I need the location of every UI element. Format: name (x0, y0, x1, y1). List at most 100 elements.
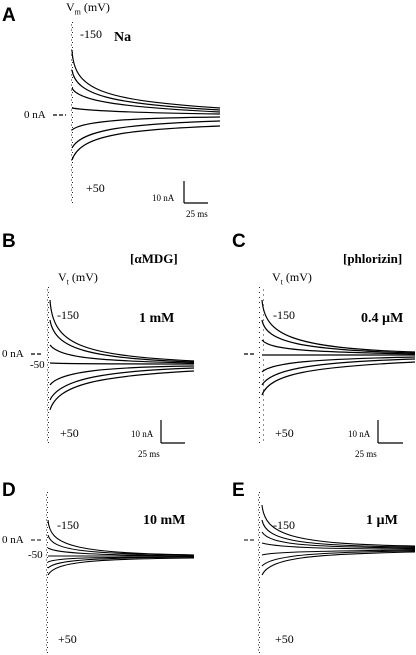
scale-time-b: 25 ms (138, 449, 160, 459)
transient-dot (47, 429, 48, 431)
transient-dot (259, 312, 260, 313)
transient-dot (259, 302, 260, 303)
transient-dot (48, 397, 49, 398)
transient-dot (263, 299, 264, 301)
trace-a-6 (71, 120, 221, 149)
concentration-c: 0.4 µM (361, 311, 404, 326)
transient-dot (258, 519, 259, 521)
transient-dot (258, 649, 259, 651)
transient-dot (47, 602, 48, 603)
transient-dot (259, 397, 260, 398)
transient-dot (46, 564, 47, 566)
transient-dot (259, 317, 260, 318)
transient-dot (47, 562, 48, 563)
compound-label-c: [phlorizin] (343, 251, 403, 266)
transient-dot (263, 329, 264, 331)
transient-dot (72, 187, 73, 188)
transient-dot (263, 374, 264, 376)
axis-label-vm: Vm (mV) (66, 1, 110, 16)
transient-dot (259, 507, 260, 508)
voltage-bottom-e: +50 (275, 632, 294, 646)
transient-dot (71, 159, 72, 161)
transient-dot (72, 117, 73, 118)
transient-dot (47, 492, 48, 493)
trace-b-6 (49, 367, 195, 401)
voltage-bottom-c: +50 (275, 426, 294, 440)
transient-dot (47, 507, 48, 508)
axis-label-vt-b-sub: t (66, 277, 69, 287)
transient-dot (72, 122, 73, 123)
transient-dot (46, 574, 47, 576)
transient-dot (259, 427, 260, 428)
transient-dot (71, 44, 72, 46)
transient-dot (258, 524, 259, 526)
axis-label-vm-sub: m (74, 7, 81, 17)
transient-dot (263, 394, 264, 396)
transient-dot (258, 629, 259, 631)
transient-dot (259, 532, 260, 533)
transient-dot (46, 559, 47, 561)
transient-dot (47, 537, 48, 538)
transient-dot (46, 504, 47, 506)
transient-dot (72, 202, 73, 203)
transient-dot (258, 559, 259, 561)
transient-dot (258, 569, 259, 571)
trace-e-5 (261, 549, 416, 556)
transient-dot (46, 624, 47, 626)
transient-dot (47, 607, 48, 608)
transient-dot (47, 572, 48, 573)
transient-dot (72, 87, 73, 88)
transient-dot (47, 577, 48, 578)
transient-dot (72, 62, 73, 63)
transient-dot (263, 349, 264, 351)
transient-dot (48, 377, 49, 378)
transient-dot (47, 369, 48, 371)
transient-dot (72, 152, 73, 153)
transient-dot (72, 197, 73, 198)
transient-dot (47, 424, 48, 426)
transient-dot (47, 567, 48, 568)
trace-e-1 (261, 504, 416, 547)
transient-dot (48, 417, 49, 418)
transient-dot (46, 569, 47, 571)
transient-dot (71, 119, 72, 121)
transient-dot (263, 414, 264, 416)
transient-dot (259, 562, 260, 563)
transient-dot (71, 139, 72, 141)
transient-dot (259, 492, 260, 493)
transient-dot (263, 409, 264, 411)
axis-label-vt-b-main: V (58, 270, 67, 284)
transient-dot (259, 287, 260, 288)
transient-dot (71, 134, 72, 136)
transient-dot (258, 599, 259, 601)
transient-dot (48, 362, 49, 363)
transient-dot (263, 319, 264, 321)
transient-dot (71, 29, 72, 31)
transient-dot (258, 499, 259, 501)
transient-dot (47, 517, 48, 518)
transient-dot (47, 374, 48, 376)
transient-dot (48, 372, 49, 373)
transient-dot (47, 522, 48, 523)
transient-dot (72, 37, 73, 38)
trace-b-1 (49, 299, 195, 362)
voltage-bottom-b: +50 (60, 426, 79, 440)
concentration-d: 10 mM (143, 513, 186, 528)
transient-dot (46, 599, 47, 601)
scale-current-a: 10 nA (152, 193, 175, 203)
transient-dot (47, 632, 48, 633)
trace-b-3 (49, 344, 195, 364)
transient-dot (258, 544, 259, 546)
transient-dot (259, 367, 260, 368)
transient-dot (47, 294, 48, 296)
transient-dot (48, 357, 49, 358)
trace-c-3 (261, 339, 416, 355)
transient-dot (48, 407, 49, 408)
transient-dot (71, 154, 72, 156)
transient-dot (259, 337, 260, 338)
transient-dot (263, 289, 264, 291)
trace-b-5 (49, 365, 195, 386)
transient-dot (48, 442, 49, 443)
transient-dot (47, 334, 48, 336)
